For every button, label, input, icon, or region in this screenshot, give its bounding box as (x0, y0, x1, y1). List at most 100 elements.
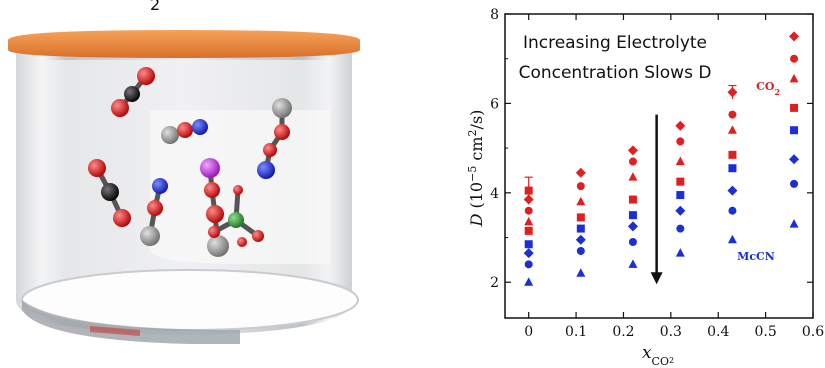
mecn-data-point (524, 240, 533, 249)
chart-frame (504, 13, 814, 319)
x-axis-title: xCO2 (642, 343, 674, 368)
x-tick-label: 0.1 (565, 324, 587, 340)
co2-data-point (728, 110, 737, 119)
trend-arrow-head (650, 272, 663, 285)
co2-data-point (789, 73, 799, 83)
oxygen-atom (263, 143, 277, 157)
y-tick-label: 4 (490, 186, 499, 202)
oxygen-atom (147, 200, 163, 216)
y-axis-title: D (10−5 cm2/s) (466, 110, 487, 228)
co2-data-point (523, 194, 534, 205)
co2-data-point (628, 172, 638, 181)
co2-data-point (576, 182, 585, 191)
co2-data-point (524, 186, 533, 195)
mecn-data-point (524, 277, 534, 286)
mecn-data-point (789, 154, 800, 165)
oxygen-atom (204, 182, 220, 198)
nitrogen-atom (152, 178, 168, 194)
mecn-data-point (727, 185, 738, 196)
mecn-data-point (790, 126, 799, 135)
mecn-data-point (628, 259, 638, 268)
oxygen-atom (252, 230, 264, 242)
co2-data-point (789, 31, 800, 42)
data-points (523, 31, 800, 286)
annotation-line-2: Concentration Slows D (519, 63, 712, 83)
co2-data-point (627, 145, 638, 156)
co2-data-point (790, 103, 799, 112)
mecn-data-point (627, 221, 638, 232)
mecn-data-point (728, 164, 737, 173)
co2-data-point (727, 87, 738, 98)
mecn-data-point (628, 238, 637, 246)
x-tick-label: 0.4 (707, 324, 729, 340)
co2-data-point (676, 137, 685, 146)
plot-frame (504, 13, 814, 319)
mecn-data-point (676, 191, 685, 200)
co2-data-point (575, 167, 586, 178)
series-label-co2: CO2 (756, 80, 780, 97)
co2-data-point (675, 156, 685, 166)
co2-data-point (628, 157, 637, 166)
y-tick-label: 8 (490, 7, 499, 23)
mecn-data-point (675, 205, 686, 216)
mecn-data-point (728, 206, 737, 215)
oxygen-atom (233, 185, 243, 195)
oxygen-atom (113, 209, 131, 227)
carbon-atom (101, 183, 119, 201)
x-tick-label: 0.2 (612, 324, 634, 340)
diffusion-chart: 0 0.1 0.2 0.3 0.4 0.5 0.6 2 4 6 8 Increasing Elect… (466, 7, 825, 368)
methyl-atom (207, 235, 229, 257)
simulation-cell-illustration: 2 (8, 0, 360, 344)
anion-atom (228, 212, 244, 228)
cation-atom (200, 158, 220, 178)
mecn-data-point (628, 211, 637, 220)
co2-data-point (675, 120, 686, 131)
x-tick-label: 0.3 (660, 324, 682, 340)
co2-data-point (524, 206, 533, 215)
y-tick-label: 6 (490, 96, 499, 112)
co2-data-point (576, 213, 585, 222)
co2-data-point (728, 150, 737, 159)
oxygen-atom (274, 124, 290, 140)
nitrogen-atom (192, 119, 208, 135)
axis-ticks: 0 0.1 0.2 0.3 0.4 0.5 0.6 2 4 6 8 (490, 7, 824, 340)
mecn-data-point (576, 246, 585, 255)
co2-data-point (727, 125, 737, 134)
carbon-atom (124, 86, 140, 102)
mecn-data-point (576, 268, 586, 277)
oxygen-atom (177, 122, 193, 138)
x-tick-label: 0.6 (802, 324, 824, 340)
oxygen-atom (88, 159, 106, 177)
co2-data-point (576, 196, 586, 206)
mecn-data-point (727, 234, 737, 244)
mecn-data-point (789, 219, 799, 228)
oxygen-atom (208, 226, 220, 238)
mecn-data-point (576, 224, 585, 233)
oxygen-atom (206, 205, 224, 223)
series-label-mecn: McCN (737, 250, 775, 263)
methyl-atom (140, 226, 160, 246)
annotation-line-1: Increasing Electrolyte (523, 33, 707, 53)
base-edge (22, 300, 240, 344)
caption-fragment: 2 (150, 0, 160, 14)
oxygen-atom (237, 237, 247, 247)
co2-data-point (628, 195, 637, 204)
molecules (88, 67, 292, 257)
oxygen-atom (111, 99, 129, 117)
y-tick-label: 2 (490, 275, 499, 291)
oxygen-atom (137, 67, 155, 85)
base-reflection (90, 326, 140, 336)
co2-data-point (524, 226, 533, 235)
x-tick-label: 0.5 (754, 324, 776, 340)
co2-data-point (676, 177, 685, 186)
mecn-data-point (523, 248, 534, 259)
co2-data-point (790, 54, 799, 63)
methyl-atom (161, 126, 179, 144)
x-tick-label: 0 (524, 324, 533, 340)
mecn-data-point (575, 234, 586, 245)
mecn-data-point (676, 224, 685, 233)
nitrogen-atom (257, 161, 275, 179)
co2-data-point (524, 216, 534, 226)
orange-lid (8, 30, 360, 58)
mecn-data-point (675, 248, 685, 257)
